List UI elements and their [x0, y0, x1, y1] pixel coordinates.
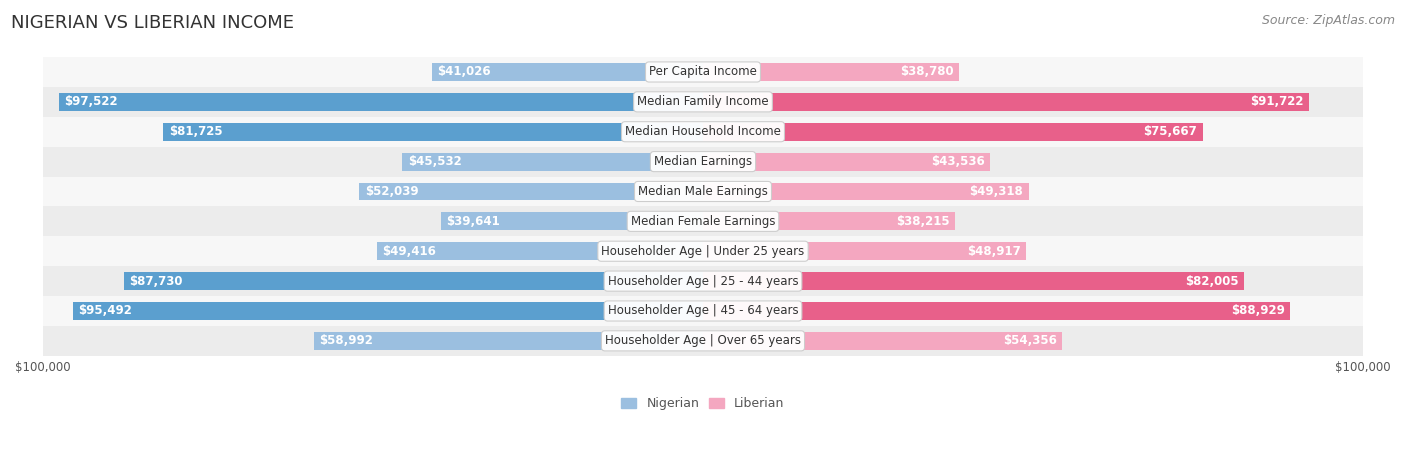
Bar: [703, 242, 1026, 260]
Text: $45,532: $45,532: [408, 155, 461, 168]
Bar: [441, 212, 703, 230]
Text: $38,780: $38,780: [900, 65, 953, 78]
Bar: [42, 57, 1364, 87]
Text: $54,356: $54,356: [1002, 334, 1056, 347]
Text: $38,215: $38,215: [897, 215, 950, 228]
Bar: [42, 236, 1364, 266]
Bar: [73, 302, 703, 320]
Bar: [703, 153, 990, 170]
Text: Householder Age | 45 - 64 years: Householder Age | 45 - 64 years: [607, 304, 799, 318]
Text: $87,730: $87,730: [129, 275, 183, 288]
Text: Median Household Income: Median Household Income: [626, 125, 780, 138]
Text: $41,026: $41,026: [437, 65, 491, 78]
Text: $48,917: $48,917: [967, 245, 1021, 258]
Text: Median Family Income: Median Family Income: [637, 95, 769, 108]
Text: $43,536: $43,536: [931, 155, 986, 168]
Text: $52,039: $52,039: [364, 185, 419, 198]
Text: $39,641: $39,641: [447, 215, 501, 228]
Text: $58,992: $58,992: [319, 334, 373, 347]
Text: $88,929: $88,929: [1230, 304, 1285, 318]
Text: Householder Age | Under 25 years: Householder Age | Under 25 years: [602, 245, 804, 258]
Text: $49,318: $49,318: [970, 185, 1024, 198]
Bar: [42, 147, 1364, 177]
Bar: [314, 332, 703, 350]
Text: NIGERIAN VS LIBERIAN INCOME: NIGERIAN VS LIBERIAN INCOME: [11, 14, 294, 32]
Text: $49,416: $49,416: [382, 245, 436, 258]
Bar: [703, 332, 1062, 350]
Bar: [42, 266, 1364, 296]
Bar: [42, 87, 1364, 117]
Bar: [42, 117, 1364, 147]
Bar: [703, 272, 1244, 290]
Bar: [703, 302, 1291, 320]
Bar: [402, 153, 703, 170]
Bar: [59, 93, 703, 111]
Text: $95,492: $95,492: [77, 304, 132, 318]
Bar: [163, 123, 703, 141]
Bar: [703, 212, 955, 230]
Bar: [42, 177, 1364, 206]
Text: $75,667: $75,667: [1143, 125, 1198, 138]
Text: Source: ZipAtlas.com: Source: ZipAtlas.com: [1261, 14, 1395, 27]
Text: Householder Age | 25 - 44 years: Householder Age | 25 - 44 years: [607, 275, 799, 288]
Text: Median Female Earnings: Median Female Earnings: [631, 215, 775, 228]
Bar: [703, 183, 1029, 200]
Text: $91,722: $91,722: [1250, 95, 1303, 108]
Bar: [377, 242, 703, 260]
Bar: [42, 206, 1364, 236]
Bar: [432, 63, 703, 81]
Bar: [703, 63, 959, 81]
Bar: [124, 272, 703, 290]
Text: Median Earnings: Median Earnings: [654, 155, 752, 168]
Text: Median Male Earnings: Median Male Earnings: [638, 185, 768, 198]
Text: $81,725: $81,725: [169, 125, 222, 138]
Text: $97,522: $97,522: [65, 95, 118, 108]
Text: Householder Age | Over 65 years: Householder Age | Over 65 years: [605, 334, 801, 347]
Bar: [703, 93, 1309, 111]
Text: $82,005: $82,005: [1185, 275, 1239, 288]
Bar: [42, 296, 1364, 326]
Legend: Nigerian, Liberian: Nigerian, Liberian: [616, 392, 790, 415]
Bar: [42, 326, 1364, 356]
Text: Per Capita Income: Per Capita Income: [650, 65, 756, 78]
Bar: [703, 123, 1202, 141]
Bar: [360, 183, 703, 200]
